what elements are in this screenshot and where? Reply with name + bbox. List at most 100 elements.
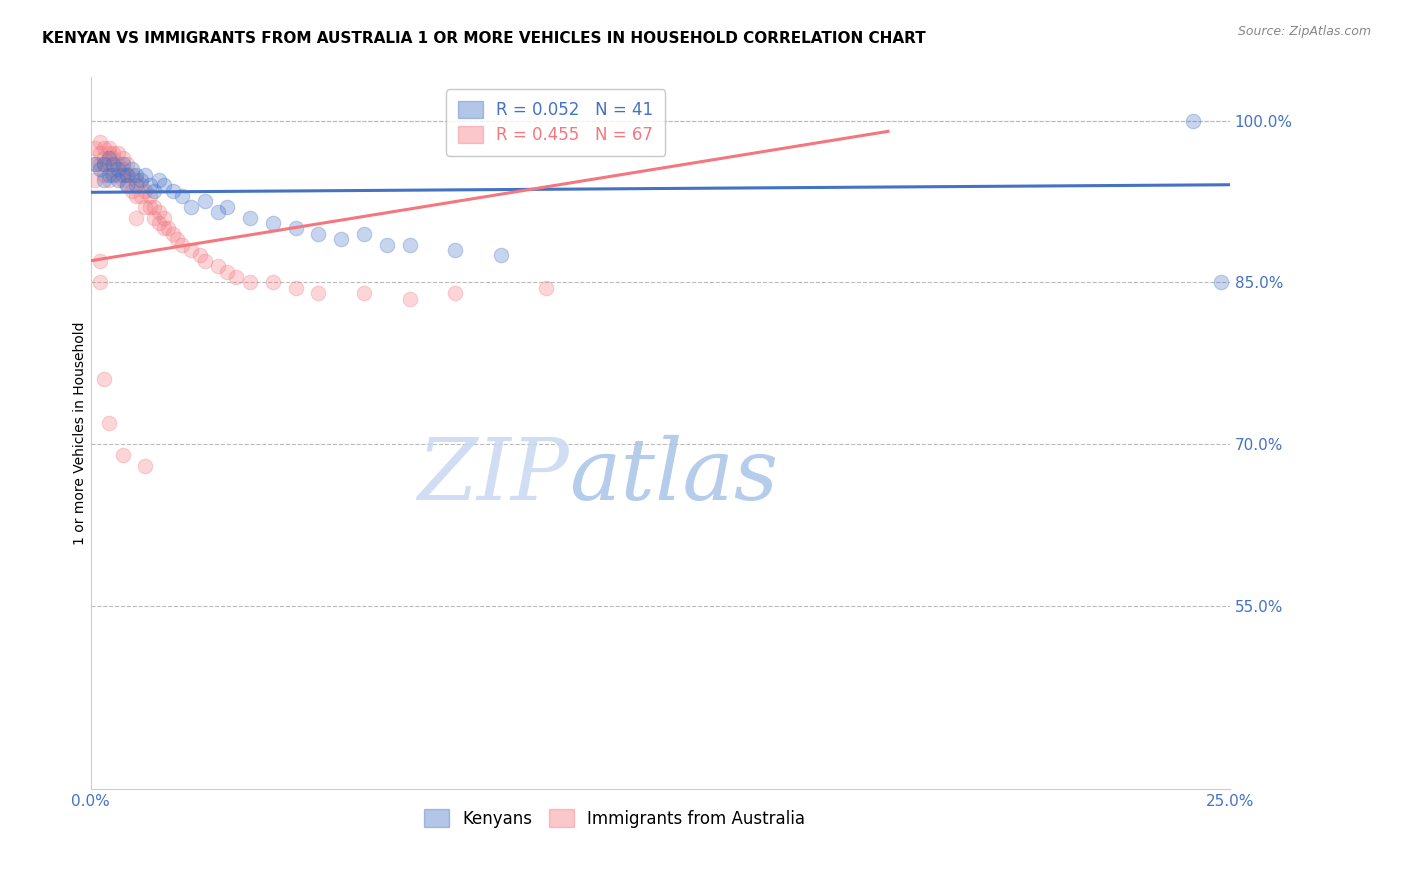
Point [170,189,193,203]
Point [134,184,156,198]
Point [166,232,188,246]
Point [97,157,120,171]
Point [398,237,420,252]
Point [121,168,143,182]
Point [307,227,329,241]
Point [84,140,107,154]
Point [89,253,111,268]
Point [103,145,125,160]
Point [139,200,162,214]
Point [125,178,148,193]
Point [97,168,120,182]
Point [284,221,307,235]
Point [217,264,239,278]
Point [157,221,180,235]
Point [170,237,193,252]
Text: Source: ZipAtlas.com: Source: ZipAtlas.com [1237,25,1371,38]
Point [180,200,202,214]
Point [139,178,162,193]
Point [111,162,134,177]
Point [89,162,111,177]
Point [143,184,166,198]
Point [115,178,138,193]
Point [103,162,125,177]
Point [148,216,170,230]
Point [152,221,174,235]
Point [107,173,129,187]
Point [444,286,467,301]
Text: KENYAN VS IMMIGRANTS FROM AUSTRALIA 1 OR MORE VEHICLES IN HOUSEHOLD CORRELATION : KENYAN VS IMMIGRANTS FROM AUSTRALIA 1 OR… [42,31,927,46]
Point [375,237,398,252]
Point [143,211,166,225]
Point [125,211,148,225]
Point [129,189,152,203]
Point [107,145,129,160]
Point [115,178,138,193]
Point [139,189,162,203]
Point [207,259,229,273]
Point [115,157,138,171]
Point [107,162,129,177]
Point [489,248,512,262]
Point [93,372,115,386]
Point [111,151,134,165]
Point [262,276,284,290]
Point [143,200,166,214]
Point [152,211,174,225]
Point [125,189,148,203]
Point [193,253,215,268]
Point [162,227,184,241]
Point [93,157,115,171]
Point [284,281,307,295]
Point [103,168,125,182]
Text: atlas: atlas [569,434,778,517]
Point [217,200,239,214]
Point [89,157,111,171]
Point [536,281,558,295]
Point [353,227,375,241]
Point [97,140,120,154]
Point [134,200,156,214]
Point [111,168,134,182]
Point [148,173,170,187]
Point [125,168,148,182]
Point [93,157,115,171]
Point [115,168,138,182]
Text: ZIP: ZIP [418,434,569,517]
Point [89,276,111,290]
Point [225,269,247,284]
Point [188,248,211,262]
Point [97,145,120,160]
Point [84,157,107,171]
Point [121,162,143,177]
Point [1209,276,1232,290]
Point [353,286,375,301]
Point [111,173,134,187]
Point [97,173,120,187]
Point [134,168,156,182]
Point [152,178,174,193]
Point [239,211,262,225]
Point [93,173,115,187]
Point [129,173,152,187]
Point [84,173,107,187]
Point [307,286,329,301]
Legend: Kenyans, Immigrants from Australia: Kenyans, Immigrants from Australia [418,803,811,834]
Point [444,243,467,257]
Point [103,157,125,171]
Point [111,448,134,462]
Point [97,416,120,430]
Point [239,276,262,290]
Point [107,157,129,171]
Point [193,194,215,209]
Point [115,168,138,182]
Point [125,173,148,187]
Point [148,205,170,219]
Point [398,292,420,306]
Point [93,140,115,154]
Point [107,168,129,182]
Point [121,184,143,198]
Point [89,145,111,160]
Point [330,232,353,246]
Point [129,178,152,193]
